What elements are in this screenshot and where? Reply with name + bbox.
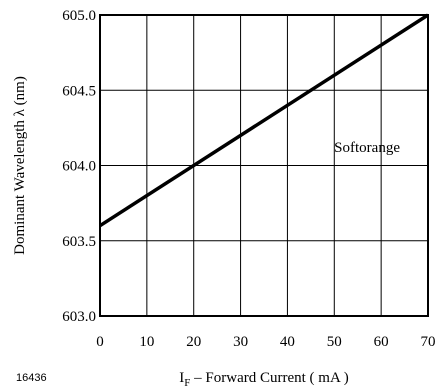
y-axis-title: Dominant Wavelength λ (nm) <box>12 76 28 255</box>
x-tick-label-4: 40 <box>280 334 295 350</box>
grid-lines <box>99 14 429 317</box>
x-tick-label-2: 20 <box>186 334 201 350</box>
x-tick-label-0: 0 <box>96 334 104 350</box>
y-tick-label-2: 604.0 <box>62 159 96 175</box>
series-layer <box>99 13 429 228</box>
annotation-label-0: Softorange <box>334 140 400 156</box>
x-axis-title-rest: – Forward Current ( mA ) <box>190 370 348 386</box>
figure-id: 16436 <box>16 372 47 384</box>
x-axis-title-sub: F <box>184 377 190 389</box>
y-tick-label-1: 603.5 <box>62 234 96 250</box>
y-tick-label-3: 604.5 <box>62 83 96 99</box>
x-tick-label-3: 30 <box>233 334 248 350</box>
annotations: Softorange <box>334 140 400 156</box>
x-tick-label-5: 50 <box>327 334 342 350</box>
y-tick-label-4: 605.0 <box>62 8 96 24</box>
x-tick-labels: 0 10 20 30 40 50 60 70 <box>96 334 435 350</box>
x-tick-label-1: 10 <box>139 334 154 350</box>
y-tick-label-0: 603.0 <box>62 309 96 325</box>
x-tick-label-7: 70 <box>421 334 436 350</box>
y-tick-labels: 603.0 603.5 604.0 604.5 605.0 <box>62 8 96 325</box>
x-axis-title: IF – Forward Current ( mA ) <box>179 370 348 389</box>
series-line-0 <box>99 13 429 228</box>
x-axis-title-main: I <box>179 370 184 386</box>
plot-frame <box>99 14 429 317</box>
x-tick-label-6: 60 <box>374 334 389 350</box>
